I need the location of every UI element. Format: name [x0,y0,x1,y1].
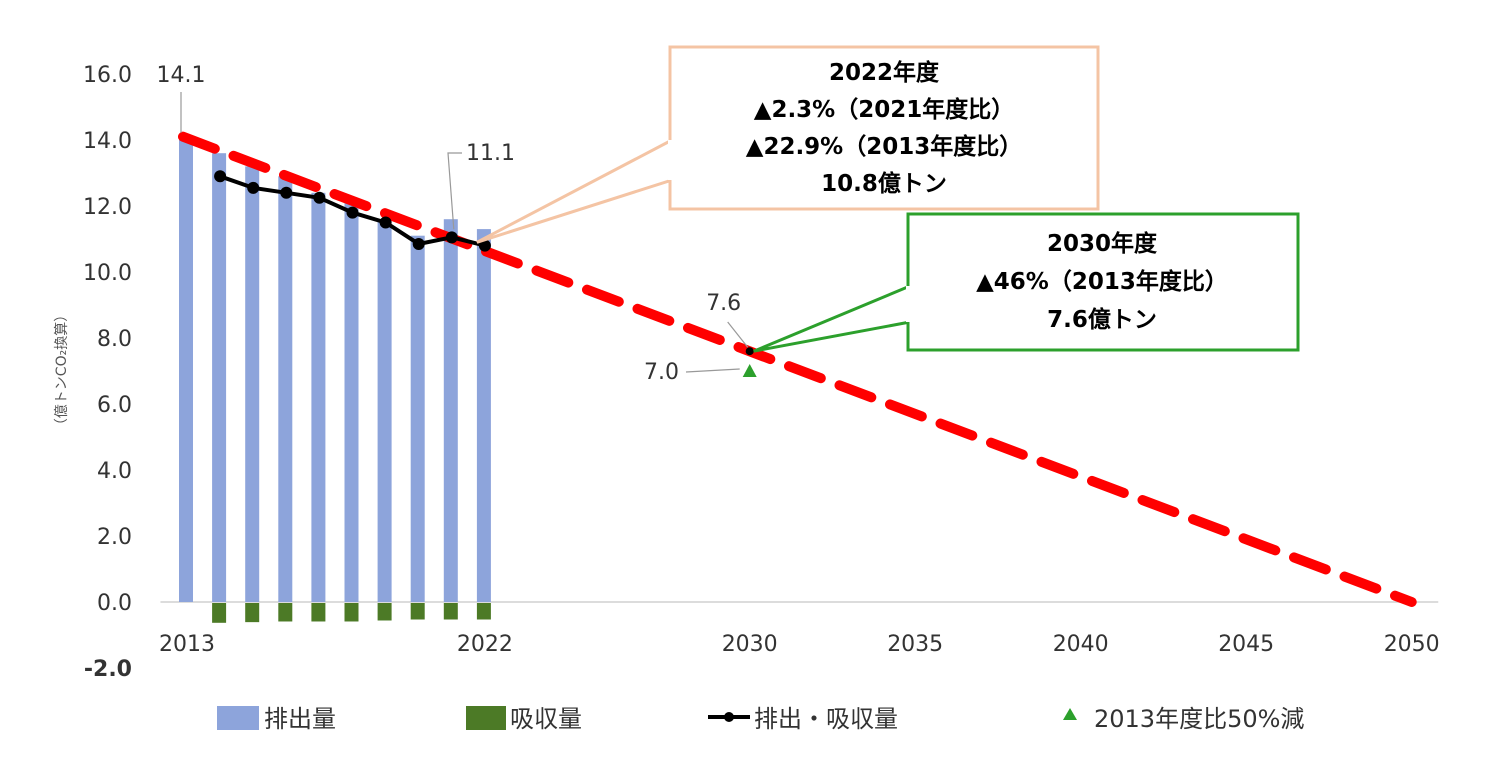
legend-label-target: 2013年度比50%減 [1094,705,1304,733]
y-tick-label: 0.0 [97,591,132,616]
reduction-path [178,131,1417,607]
emissions-bar [179,136,193,602]
legend-swatch-emissions [217,706,259,730]
callout-2022-box [668,45,1100,211]
emissions-bar [344,202,359,602]
absorption-bar [377,603,392,621]
leader-line-2030-net [727,321,749,348]
x-tick-label: 2013 [159,632,215,657]
net-emissions-point [346,206,359,219]
callout-2022-joint-mask [668,140,674,180]
callout-2030: 2030年度 ▲46%（2013年度比） 7.6億トン [753,212,1300,353]
net-emissions-point [214,170,227,183]
callout-2022-line-1: 2022年度 [829,59,940,86]
absorption-bar [443,603,458,620]
absorption-bar [410,603,425,620]
callout-2030-line-1: 2030年度 [1047,230,1158,257]
absorption-bar [311,603,326,622]
callout-2030-joint-mask [906,286,912,322]
legend-label-emissions: 排出量 [264,705,336,733]
y-tick-label: 16.0 [83,63,132,88]
y-axis-label: （億トンCO₂換算） [54,308,70,432]
y-tick-label: 10.0 [83,261,132,286]
callout-2022-line-3: ▲22.9%（2013年度比） [746,133,1023,160]
target-marker [742,364,757,377]
y-tick-label: 12.0 [83,195,132,220]
net-emissions-point [280,186,293,199]
emissions-bar [311,192,326,603]
net-emissions-point [247,181,260,194]
y-tick-label: 2.0 [97,525,132,550]
target-marker-group [742,364,757,377]
callout-2030-line-3: 7.6億トン [1047,306,1157,333]
absorption-bar [344,603,359,622]
legend-label-net: 排出・吸収量 [754,705,898,733]
legend-swatch-net-marker [724,712,734,722]
net-emissions-point [745,347,754,356]
legend-swatch-target [1063,708,1077,720]
data-label-2021: 11.1 [466,141,515,166]
emissions-bar [476,229,491,602]
x-tick-label: 2050 [1384,632,1440,657]
y-tick-label: 8.0 [97,327,132,352]
net-emissions-point [313,191,326,204]
reduction-path-dash [178,131,1417,607]
x-tick-label: 2022 [457,632,513,657]
absorption-bar [245,603,260,623]
callout-2030-line-2: ▲46%（2013年度比） [976,268,1228,295]
y-tick-labels: 16.0 14.0 12.0 10.0 8.0 6.0 4.0 2.0 0.0 -2.0 [83,63,132,682]
callout-2030-box [906,212,1300,352]
emissions-bar [443,219,458,602]
data-label-2030-target: 7.0 [644,360,679,385]
y-tick-label: 4.0 [97,459,132,484]
callout-2030-pointer [753,283,912,353]
legend-label-absorption: 吸収量 [510,705,582,733]
x-tick-labels: 2013 2022 2030 2035 2040 2045 2050 [159,632,1440,657]
emissions-bar [245,166,260,602]
leader-line-2021 [447,152,462,230]
net-emissions-point [445,231,458,244]
net-emissions-line [214,170,754,356]
legend: 排出量 吸収量 排出・吸収量 2013年度比50%減 [217,705,1304,733]
data-labels: 14.1 11.1 7.6 7.0 [157,63,749,385]
emissions-bar [278,176,293,603]
x-tick-label: 2030 [722,632,778,657]
x-tick-label: 2045 [1218,632,1274,657]
legend-swatch-absorption [466,706,506,730]
net-emissions-point [412,237,425,250]
callout-2022-line-2: ▲2.3%（2021年度比） [754,96,1015,123]
callout-2022-line-4: 10.8億トン [821,170,947,197]
y-tick-label: 6.0 [97,393,132,418]
absorption-bar [476,603,491,620]
x-tick-label: 2040 [1053,632,1109,657]
data-label-2030-net: 7.6 [706,291,741,316]
absorption-bar [278,603,293,622]
y-tick-label: 14.0 [83,129,132,154]
y-tick-label: -2.0 [84,657,132,682]
x-tick-label: 2035 [887,632,943,657]
net-emissions-point [379,216,392,229]
bar-series [179,136,491,623]
callout-2022: 2022年度 ▲2.3%（2021年度比） ▲22.9%（2013年度比） 10… [476,45,1100,244]
net-emissions-point [478,239,491,252]
emissions-bar [212,153,227,602]
absorption-bar [212,603,227,623]
leader-line-2030-target [685,368,740,373]
emissions-bar [377,219,392,602]
emissions-bar [410,235,425,602]
data-label-2013: 14.1 [157,63,206,88]
